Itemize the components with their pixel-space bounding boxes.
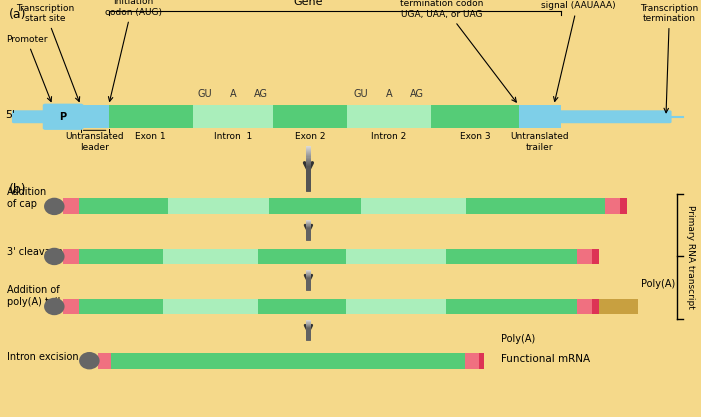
Bar	[109, 106, 193, 128]
Text: Transcription
start site: Transcription start site	[16, 3, 80, 101]
Bar	[479, 353, 484, 369]
Bar	[98, 353, 111, 369]
Text: (a): (a)	[8, 8, 26, 21]
Bar	[79, 249, 163, 264]
Bar	[111, 353, 465, 369]
Bar	[163, 249, 259, 264]
Text: Promoter: Promoter	[6, 35, 52, 102]
Bar	[346, 249, 446, 264]
Text: Exon 2: Exon 2	[295, 133, 325, 141]
Bar	[446, 299, 577, 314]
Bar	[360, 198, 465, 214]
Text: Exon 3: Exon 3	[460, 133, 490, 141]
Ellipse shape	[44, 198, 64, 215]
Text: Intron  1: Intron 1	[214, 133, 252, 141]
Bar	[465, 353, 479, 369]
Text: Translation
initiation
codon (AUG): Translation initiation codon (AUG)	[104, 0, 162, 101]
Bar	[63, 299, 79, 314]
Text: Primary RNA transcript: Primary RNA transcript	[686, 204, 695, 309]
FancyBboxPatch shape	[555, 110, 672, 123]
Bar	[81, 106, 109, 128]
Bar	[577, 299, 592, 314]
Text: Functional mRNA: Functional mRNA	[501, 354, 590, 364]
FancyBboxPatch shape	[12, 110, 53, 123]
Ellipse shape	[44, 248, 64, 265]
Text: Addition
of cap: Addition of cap	[7, 187, 47, 209]
Text: GU: GU	[198, 89, 212, 99]
Bar	[465, 198, 605, 214]
Bar	[446, 249, 577, 264]
Bar	[599, 299, 638, 314]
Bar	[193, 106, 273, 128]
Text: Transcription
termination: Transcription termination	[640, 3, 699, 113]
Text: GU: GU	[354, 89, 368, 99]
Bar	[519, 106, 561, 128]
Text: P: P	[60, 112, 67, 122]
Bar	[63, 249, 79, 264]
Bar	[592, 249, 599, 264]
Text: AG: AG	[254, 89, 268, 99]
Text: Exon 1: Exon 1	[135, 133, 166, 141]
Bar	[347, 106, 431, 128]
Bar	[259, 249, 346, 264]
Text: Translational
termination codon
UGA, UAA, or UAG: Translational termination codon UGA, UAA…	[400, 0, 517, 102]
Bar	[592, 299, 599, 314]
Bar	[63, 198, 79, 214]
Bar	[268, 198, 360, 214]
FancyBboxPatch shape	[43, 103, 83, 130]
Text: 3' cleavage: 3' cleavage	[7, 247, 63, 257]
Text: Addition of
poly(A) tail: Addition of poly(A) tail	[7, 285, 60, 307]
Text: Poly(A): Poly(A)	[641, 279, 676, 289]
Text: A: A	[386, 89, 393, 99]
Bar	[163, 299, 259, 314]
Bar	[79, 299, 163, 314]
Bar	[620, 198, 627, 214]
Bar	[79, 198, 168, 214]
Text: Polyadenylation
signal (AAUAAA): Polyadenylation signal (AAUAAA)	[541, 0, 615, 101]
Bar	[168, 198, 268, 214]
Text: A: A	[230, 89, 236, 99]
Bar	[259, 299, 346, 314]
Bar	[346, 299, 446, 314]
Text: Untranslated
leader: Untranslated leader	[65, 133, 124, 152]
Text: AG: AG	[410, 89, 424, 99]
Bar	[577, 249, 592, 264]
Bar	[431, 106, 519, 128]
Text: Poly(A): Poly(A)	[501, 334, 536, 344]
Bar	[605, 198, 620, 214]
Text: (b): (b)	[8, 183, 26, 196]
Text: 5': 5'	[6, 110, 15, 120]
Text: Gene: Gene	[294, 0, 323, 7]
Text: Untranslated
trailer: Untranslated trailer	[510, 133, 569, 152]
Text: Intron 2: Intron 2	[372, 133, 407, 141]
Bar	[273, 106, 347, 128]
Ellipse shape	[79, 352, 100, 369]
Ellipse shape	[44, 298, 64, 315]
Text: Intron excision: Intron excision	[7, 352, 79, 362]
